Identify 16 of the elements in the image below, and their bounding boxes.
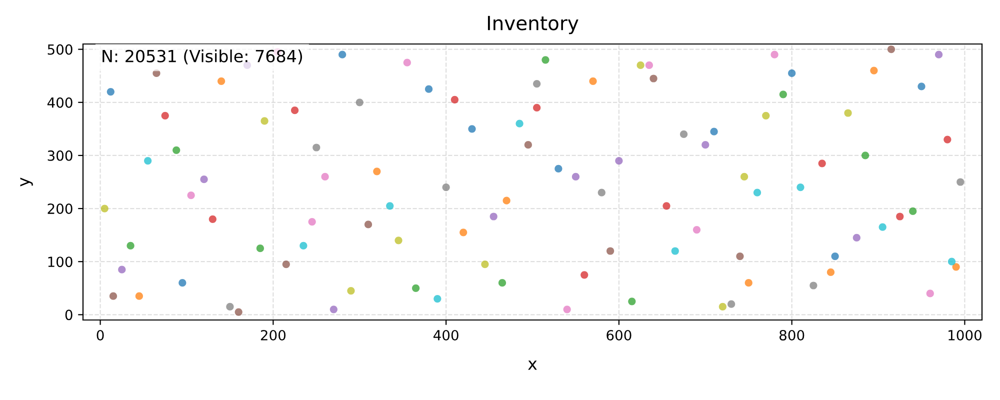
y-axis-title: y: [20, 178, 33, 186]
x-tick-label: 200: [260, 330, 286, 340]
chart-title: Inventory: [488, 16, 578, 34]
y-tick-label: 300: [48, 150, 72, 161]
x-tick-label: 0: [96, 330, 104, 340]
x-tick-label: 800: [780, 330, 804, 340]
x-tick-label: 600: [606, 330, 632, 340]
x-tick-label: 400: [433, 330, 458, 340]
annotation: N: 20531 (Visible: 7684): [102, 50, 302, 64]
y-tick-label: 400: [47, 97, 72, 108]
y-tick-label: 0: [65, 310, 72, 320]
y-tick-label: 200: [48, 204, 72, 214]
y-tick-label: 500: [48, 44, 72, 55]
x-tick-label: 1000: [948, 330, 982, 340]
x-axis-title: x: [528, 360, 537, 370]
y-tick-label: 100: [48, 256, 72, 268]
